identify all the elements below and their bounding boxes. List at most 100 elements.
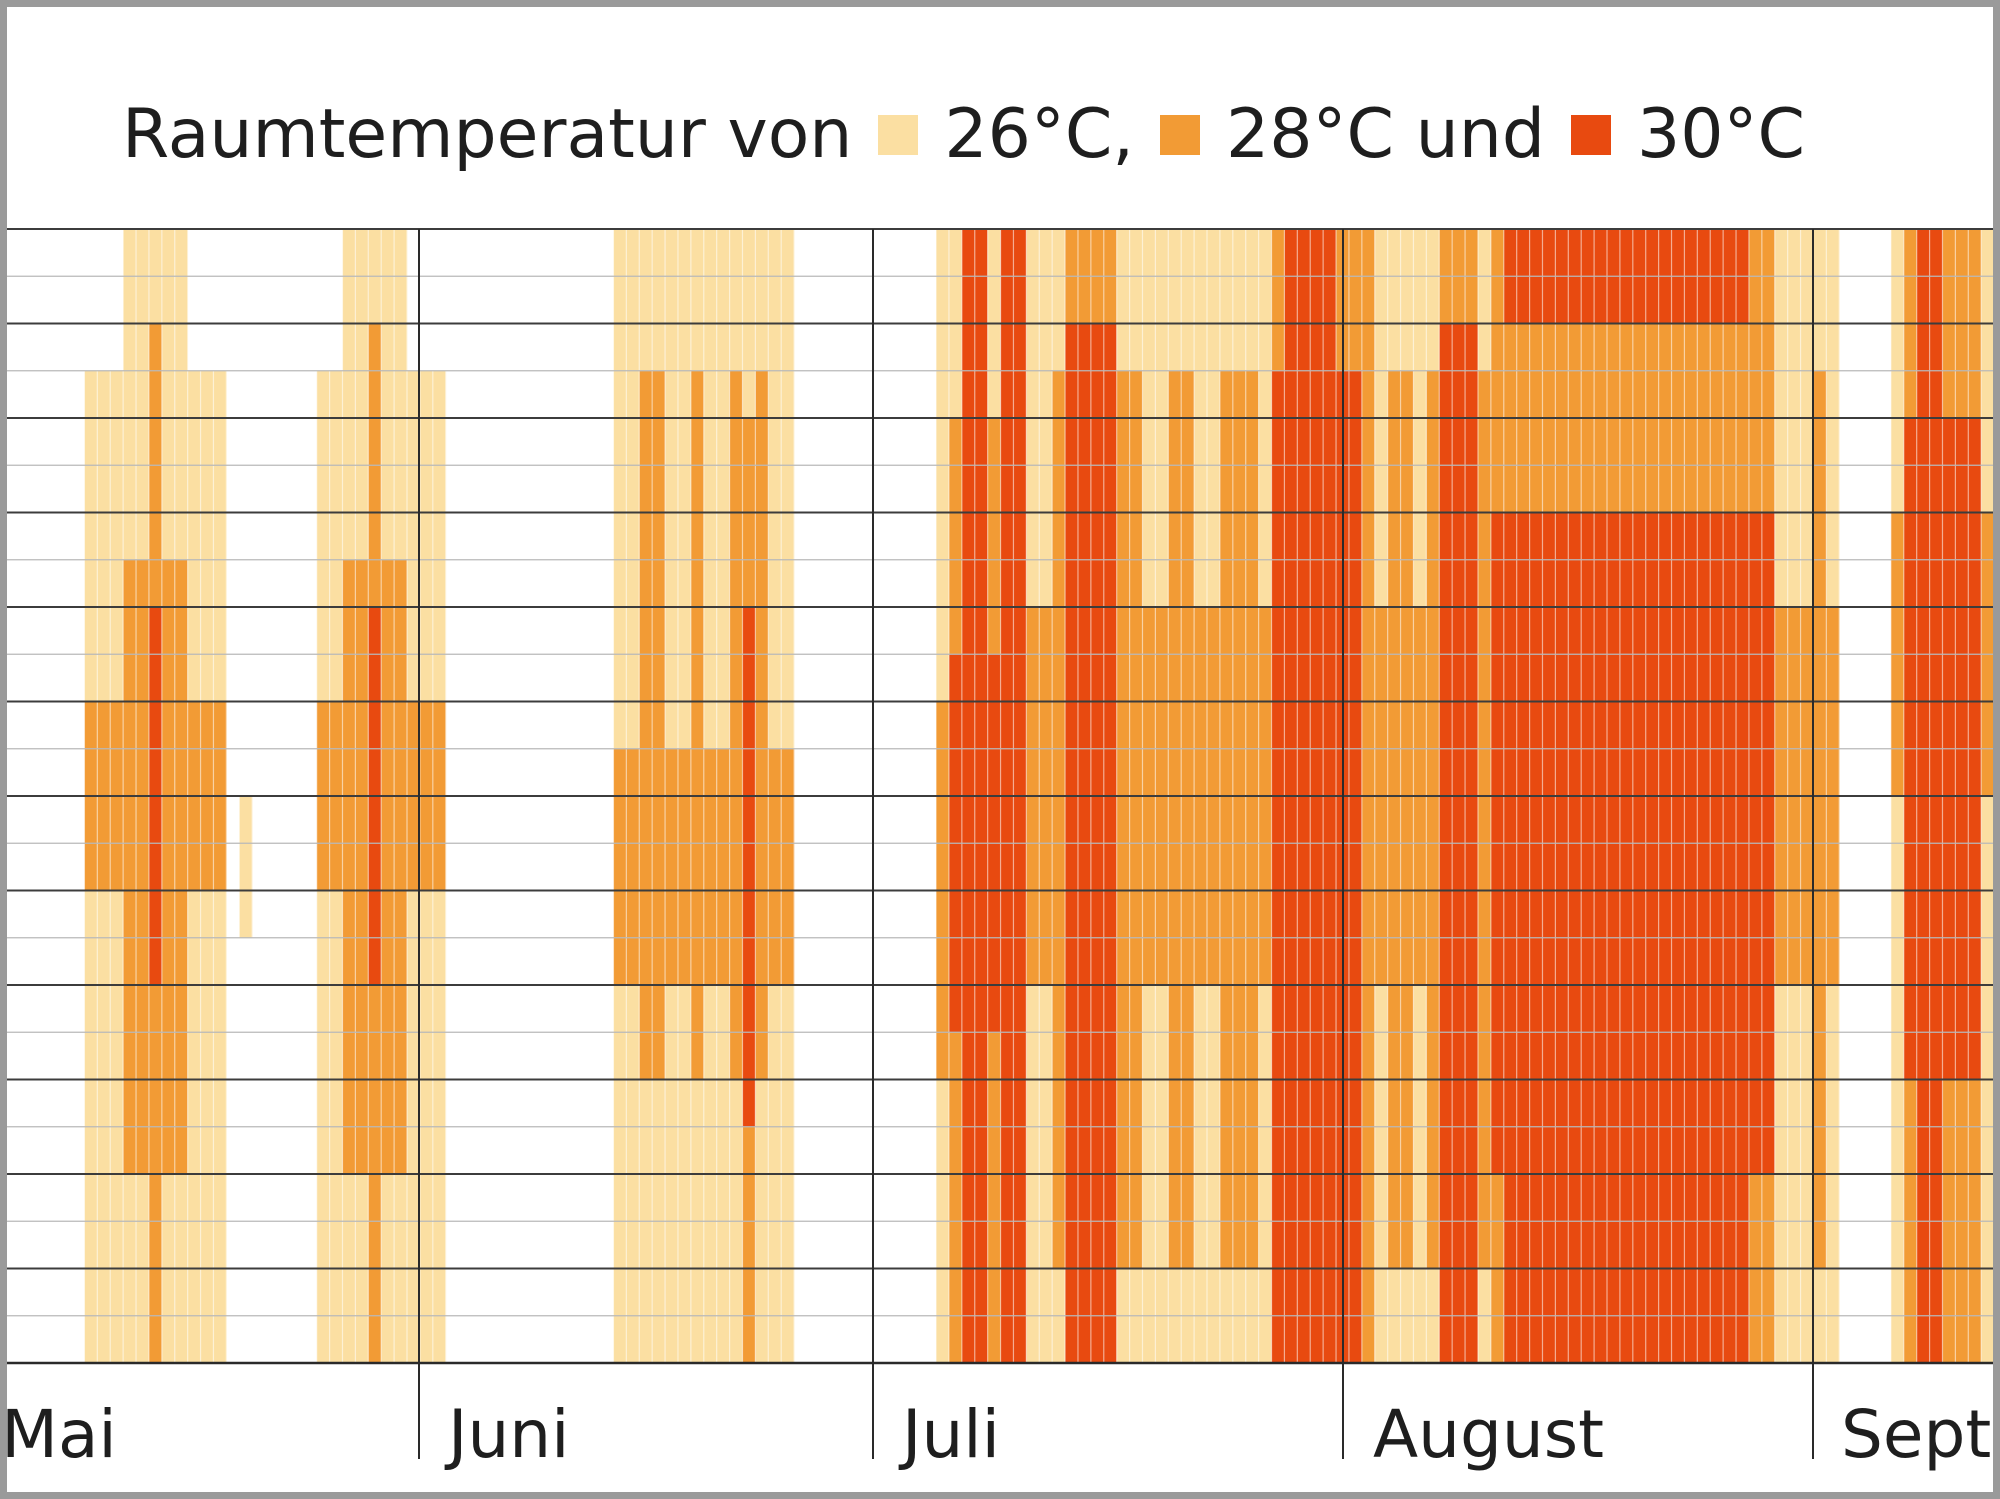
heat-cell xyxy=(690,843,705,1080)
heat-cell xyxy=(200,559,214,702)
heat-cell xyxy=(690,229,705,372)
heat-cell xyxy=(768,748,782,986)
month-label-juli: Juli xyxy=(902,1396,1000,1473)
heat-cell xyxy=(316,559,330,702)
legend-swatch-30 xyxy=(1571,115,1612,155)
heat-cell xyxy=(174,229,189,277)
heat-cell xyxy=(781,748,795,986)
heatmap xyxy=(7,228,2000,1459)
month-label-juni: Juni xyxy=(448,1396,570,1473)
month-label-august: August xyxy=(1373,1396,1604,1473)
heat-cell xyxy=(136,937,150,1175)
heat-cell xyxy=(613,748,627,986)
heat-cell xyxy=(1129,229,1143,372)
heat-cell xyxy=(729,229,743,372)
heat-cell xyxy=(639,843,653,1080)
heat-cell xyxy=(342,937,356,1175)
heat-cell xyxy=(1052,370,1066,608)
heat-cell xyxy=(1168,370,1182,608)
heat-cell xyxy=(1129,370,1143,608)
heat-cell xyxy=(1232,229,1247,372)
heat-cell xyxy=(703,512,718,750)
heat-cell xyxy=(1348,229,1363,372)
heat-cell xyxy=(407,559,421,702)
heat-cell xyxy=(1181,229,1195,372)
heat-cell xyxy=(381,229,395,277)
heat-cell xyxy=(626,512,640,750)
heat-cell xyxy=(1219,370,1234,608)
heat-cell xyxy=(948,418,963,655)
heat-cell xyxy=(1387,229,1401,372)
heat-cell xyxy=(729,843,743,1080)
heat-cell xyxy=(1477,370,1492,608)
heat-cell xyxy=(987,1032,1001,1364)
heat-cell xyxy=(639,229,653,372)
heat-cell xyxy=(677,748,692,986)
heat-cell xyxy=(665,748,679,986)
heat-cell xyxy=(1116,370,1130,608)
heat-cell xyxy=(1271,229,1285,372)
heat-cell xyxy=(948,1032,963,1364)
heat-cell xyxy=(742,607,756,1128)
heat-cell xyxy=(84,559,98,702)
heat-cell xyxy=(742,1126,756,1364)
heat-cell xyxy=(239,796,253,939)
heat-cell xyxy=(1994,229,2000,513)
heat-cell xyxy=(1994,796,2000,1363)
heat-cell xyxy=(755,229,769,372)
heat-cell xyxy=(187,559,201,702)
heat-cell xyxy=(1477,229,1492,372)
heat-cell xyxy=(394,937,408,1175)
heat-cell xyxy=(161,937,176,1175)
heat-cell xyxy=(1994,513,2000,797)
month-label-mai: Mai xyxy=(1,1396,117,1473)
heat-cell xyxy=(161,229,176,277)
heat-cell xyxy=(329,559,343,702)
legend-prefix: Raumtemperatur von xyxy=(122,95,853,174)
heat-cell xyxy=(768,512,782,750)
heat-cell xyxy=(987,418,1001,655)
heat-cell xyxy=(626,748,640,986)
heat-cell xyxy=(1245,229,1260,372)
heat-cell xyxy=(1232,370,1247,608)
heat-cell xyxy=(355,229,369,277)
heat-cell xyxy=(1426,370,1440,608)
month-label-september: Septe xyxy=(1841,1396,1993,1473)
heat-cell xyxy=(652,843,666,1080)
heat-cell xyxy=(1271,370,1285,1364)
heat-cell xyxy=(1348,370,1363,1364)
heat-cell xyxy=(97,559,111,702)
heat-cell xyxy=(1813,229,1827,372)
heat-cell xyxy=(174,937,189,1175)
heat-cell xyxy=(123,937,137,1175)
heat-cell xyxy=(652,229,666,372)
heat-cell xyxy=(665,512,679,750)
heat-cell xyxy=(716,748,730,986)
heat-cell xyxy=(355,937,369,1175)
heat-cell xyxy=(123,229,137,277)
heat-cell xyxy=(394,229,408,277)
heat-cell xyxy=(1116,229,1130,372)
heat-cell xyxy=(136,229,150,277)
legend-swatch-28 xyxy=(1160,115,1201,155)
heat-cell xyxy=(213,559,227,702)
legend-label-30: 30°C xyxy=(1637,95,1806,174)
heat-cell xyxy=(1400,229,1414,372)
heat-cell xyxy=(781,512,795,750)
heat-cell xyxy=(432,559,447,702)
heat-cell xyxy=(1181,370,1195,608)
legend-swatch-26 xyxy=(878,115,919,155)
heat-cell xyxy=(1168,229,1182,372)
heat-cell xyxy=(703,748,718,986)
heat-cell xyxy=(1426,229,1440,372)
heat-cell xyxy=(755,843,769,1080)
legend: Raumtemperatur von 26°C, 28°C und 30°C xyxy=(122,95,1805,175)
heat-cell xyxy=(1813,370,1827,608)
heat-cell xyxy=(342,229,356,277)
heat-cell xyxy=(110,559,124,702)
heat-cell xyxy=(1400,370,1414,608)
legend-label-28: 28°C und xyxy=(1226,95,1546,174)
heat-cell xyxy=(677,512,692,750)
heat-cell xyxy=(1219,229,1234,372)
